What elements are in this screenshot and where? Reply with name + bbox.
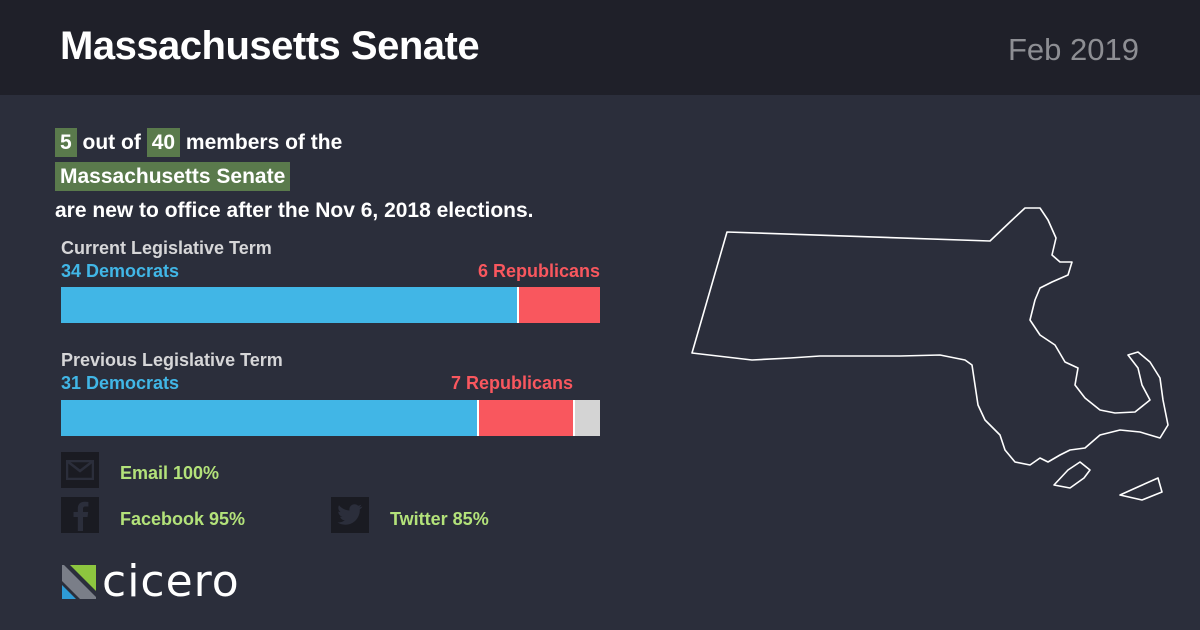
headline-line-2: Massachusetts Senate [55, 160, 675, 194]
legislative-body-name: Massachusetts Senate [55, 162, 291, 191]
facebook-icon [61, 497, 99, 533]
headline-line-1: 5 out of 40 members of the [55, 126, 675, 160]
headline: 5 out of 40 members of the Massachusetts… [55, 126, 675, 228]
facebook-stat: Facebook 95% [120, 509, 246, 529]
current-term-bar [61, 287, 600, 323]
page-title: Massachusetts Senate [60, 24, 480, 68]
date-label: Feb 2019 [1008, 32, 1139, 67]
twitter-icon [331, 497, 369, 533]
email-stat: Email 100% [120, 463, 220, 483]
current-rep-label: 6 Republicans [477, 261, 600, 281]
total-member-count: 40 [146, 128, 181, 157]
current-dem-segment [61, 287, 520, 323]
previous-term-label: Previous Legislative Term [61, 350, 283, 370]
headline-out-of: out of [82, 131, 141, 154]
previous-dem-label: 31 Democrats [61, 373, 180, 393]
headline-line-3: are new to office after the Nov 6, 2018 … [55, 199, 534, 222]
current-dem-label: 34 Democrats [61, 261, 180, 281]
header-bar: Massachusetts Senate Feb 2019 [0, 0, 1200, 95]
current-term-label: Current Legislative Term [61, 238, 272, 258]
previous-rep-label: 7 Republicans [450, 373, 573, 393]
previous-rep-segment [478, 400, 574, 436]
cicero-logo-text: cicero [102, 556, 240, 607]
email-icon [61, 452, 99, 488]
headline-members-of-the: members of the [185, 131, 343, 154]
previous-dem-segment [61, 400, 479, 436]
current-rep-segment [519, 287, 600, 323]
cicero-logo: cicero [62, 556, 240, 607]
twitter-stat: Twitter 85% [390, 509, 489, 529]
previous-term-bar [61, 400, 600, 436]
new-member-count: 5 [55, 128, 77, 157]
previous-other-segment [573, 400, 600, 436]
massachusetts-map-icon [691, 207, 1169, 501]
cicero-logo-mark [62, 565, 96, 599]
